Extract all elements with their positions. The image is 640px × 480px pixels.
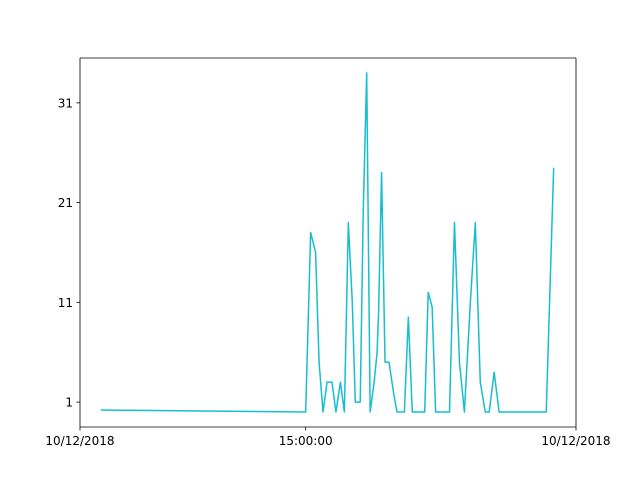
y-tick-label: 21 <box>58 196 73 210</box>
x-tick-label: 10/12/2018 <box>45 434 114 448</box>
plot-area <box>80 58 576 427</box>
x-tick-label: 10/12/2018 <box>541 434 610 448</box>
y-tick-label: 1 <box>65 396 73 410</box>
x-ticks: 10/12/2018 15:00:00 10/12/2018 <box>45 427 611 448</box>
axes-frame <box>79 57 577 428</box>
series-layer <box>100 72 555 413</box>
series-line-0 <box>100 72 555 413</box>
y-tick-label: 31 <box>58 96 73 110</box>
y-tick-label: 11 <box>58 296 73 310</box>
x-tick-label: 15:00:00 <box>279 434 333 448</box>
